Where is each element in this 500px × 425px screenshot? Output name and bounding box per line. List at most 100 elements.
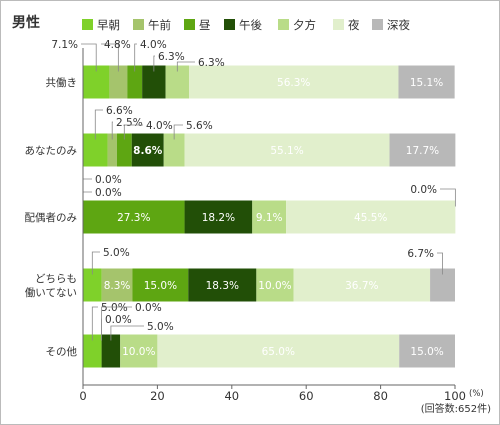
response-count-note: (回答数:652件): [421, 402, 491, 415]
bar-4-6: [399, 334, 455, 368]
bar-label-4-6: 15.0%: [410, 346, 443, 358]
legend-swatch-4: [278, 19, 289, 30]
leader-line-3-0: [91, 251, 100, 275]
leader-line-1-4: [173, 124, 183, 140]
callout-label-0-1: 4.8%: [104, 39, 131, 51]
category-label-4: その他: [46, 345, 78, 358]
bar-label-0-6: 15.1%: [410, 77, 443, 89]
callout-label-1-1: 2.5%: [116, 117, 143, 129]
legend-label-2: 昼: [199, 18, 211, 32]
bar-label-1-5: 55.1%: [270, 145, 303, 157]
bar-0-5: [189, 65, 399, 99]
legend-swatch-2: [184, 19, 195, 30]
callout-label-0-0: 7.1%: [51, 39, 78, 51]
x-axis-unit: (%): [469, 389, 484, 399]
leader-line-1-2: [123, 124, 143, 140]
legend-swatch-1: [133, 19, 144, 30]
bar-3-0: [83, 268, 102, 302]
callout-label-2-1: 0.0%: [95, 187, 122, 199]
bar-0-6: [398, 65, 455, 99]
bar-3-1: [101, 268, 133, 302]
callout-label-0-4: 6.3%: [198, 57, 225, 69]
leader-line-0-4: [176, 61, 195, 72]
bar-3-4: [256, 268, 294, 302]
legend: 早朝 午前 昼 午後 夕方 夜 深夜: [82, 18, 410, 32]
bar-label-3-4: 10.0%: [258, 280, 291, 292]
callout-label-0-2: 4.0%: [140, 39, 167, 51]
bar-3-2: [132, 268, 189, 302]
bar-3-5: [293, 268, 431, 302]
callout-label-2-6: 0.0%: [410, 184, 437, 196]
bar-label-2-5: 45.5%: [354, 212, 387, 224]
bar-1-5: [184, 133, 390, 167]
leader-line-0-0: [81, 43, 97, 72]
leader-lines: 7.1% 4.8% 4.0%6.3% 6.3%6.6%2.5% 4.0% 5.6%0.0%…: [51, 39, 456, 341]
legend-label-1: 午前: [148, 18, 171, 32]
bar-4-0: [83, 334, 102, 368]
bar-2-4: [252, 200, 287, 234]
callout-label-1-4: 5.6%: [186, 120, 213, 132]
leader-line-0-3: [153, 55, 155, 72]
bar-2-2: [83, 200, 185, 234]
bar-0-2: [127, 65, 143, 99]
bar-3-3: [188, 268, 257, 302]
bar-label-0-5: 56.3%: [277, 77, 310, 89]
bar-0-4: [165, 65, 190, 99]
bar-label-3-1: 8.3%: [104, 280, 131, 292]
callout-label-1-0: 6.6%: [106, 105, 133, 117]
leader-line-4-3: [110, 325, 144, 341]
bar-1-6: [389, 133, 456, 167]
bars: 56.3% 15.1% 8.6% 55.1% 17.7% 27.3% 18.2% 9.1% 45…: [83, 65, 456, 368]
category-label-2: 配偶者のみ: [25, 211, 78, 224]
leader-line-2-6: [440, 188, 456, 207]
chart-title: 男性: [12, 14, 40, 31]
bar-label-3-5: 36.7%: [345, 280, 378, 292]
bar-label-4-5: 65.0%: [262, 346, 295, 358]
bar-0-1: [109, 65, 128, 99]
x-tick-label-2: 40: [224, 389, 239, 403]
legend-swatch-5: [333, 19, 344, 30]
legend-swatch-6: [372, 19, 383, 30]
bar-label-3-3: 18.3%: [206, 280, 239, 292]
bar-1-1: [107, 133, 117, 167]
leader-line-4-0: [91, 306, 98, 341]
leader-line-1-1: [111, 121, 113, 140]
x-tick-label-1: 20: [150, 389, 165, 403]
x-tick-label-4: 80: [373, 389, 388, 403]
leader-line-3-6: [437, 252, 443, 275]
callout-label-3-0: 5.0%: [103, 247, 130, 259]
legend-swatch-0: [82, 19, 93, 30]
leader-line-0-1: [101, 43, 119, 72]
bar-0-3: [142, 65, 166, 99]
bar-1-4: [163, 133, 185, 167]
bar-1-3: [131, 133, 164, 167]
callout-label-1-2: 4.0%: [146, 120, 173, 132]
callout-label-4-3: 5.0%: [147, 321, 174, 333]
category-label-3-1: 働いてない: [25, 286, 77, 299]
legend-label-6: 深夜: [387, 18, 410, 32]
bar-label-2-3: 18.2%: [202, 212, 235, 224]
callout-label-4-0: 5.0%: [101, 302, 128, 314]
callout-label-3-6: 6.7%: [407, 248, 434, 260]
bar-4-4: [120, 334, 158, 368]
callout-label-0-3: 6.3%: [158, 51, 185, 63]
bar-label-1-3: 8.6%: [133, 145, 163, 157]
bar-4-3: [101, 334, 121, 368]
bar-4-5: [157, 334, 400, 368]
bar-label-4-4: 10.0%: [122, 346, 155, 358]
category-label-3-0: どちらも: [35, 273, 77, 285]
category-label-0: 共働き: [46, 76, 78, 89]
x-tick-label-5: 100: [444, 389, 466, 403]
callout-label-4-2: 0.0%: [105, 314, 132, 326]
bar-1-2: [116, 133, 132, 167]
legend-swatch-3: [224, 19, 235, 30]
bar-2-5: [286, 200, 456, 234]
bar-2-3: [184, 200, 253, 234]
legend-label-4: 夕方: [293, 18, 316, 32]
category-label-1: あなたのみ: [25, 145, 78, 157]
x-axis: 0 20 40 60 80 100 (%) (回答数:652件): [79, 48, 491, 415]
bar-label-3-2: 15.0%: [144, 280, 177, 292]
callout-label-4-1: 0.0%: [135, 302, 162, 314]
